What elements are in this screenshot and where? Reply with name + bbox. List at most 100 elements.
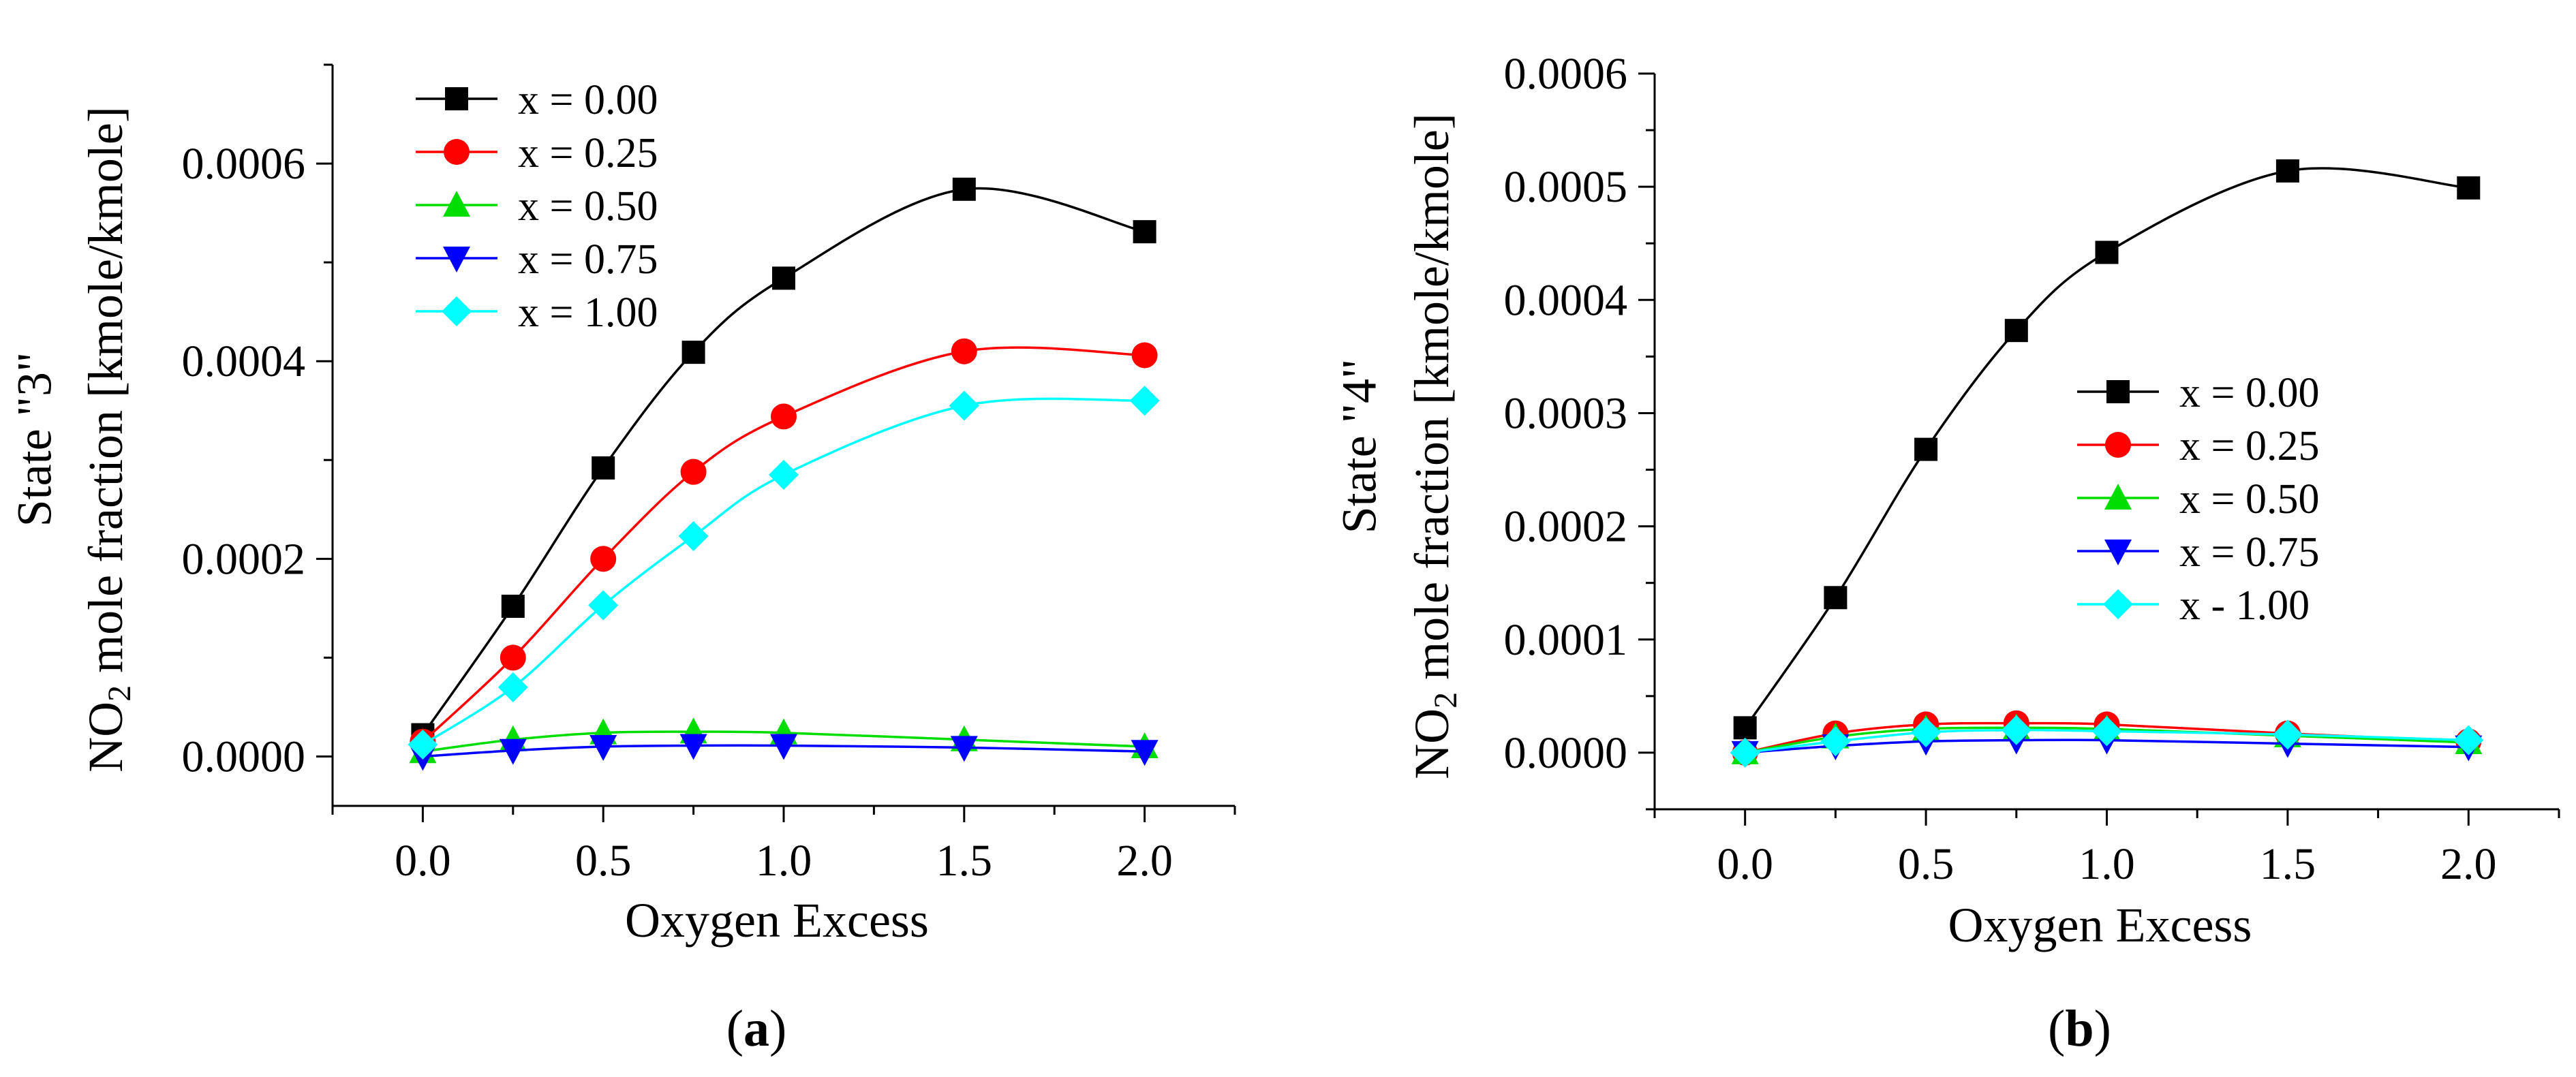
x-axis-title: Oxygen Excess xyxy=(625,893,929,948)
y-tick-label: 0.0002 xyxy=(1504,502,1628,552)
x-tick-label: 1.5 xyxy=(2260,839,2316,889)
panel-caption: (a) xyxy=(726,1000,787,1057)
data-point xyxy=(497,672,528,702)
caption-open-paren: ( xyxy=(726,1000,743,1057)
caption-letter: b xyxy=(2065,1000,2094,1057)
y-tick-label: 0.0000 xyxy=(182,732,306,781)
data-point xyxy=(589,734,617,761)
series-1 xyxy=(410,338,1158,755)
legend-label: x = 0.50 xyxy=(2179,476,2319,522)
panel-caption: (b) xyxy=(2048,1000,2111,1057)
caption-close-paren: ) xyxy=(769,1000,786,1057)
y-axis-title-suffix: mole fraction [kmole/kmole] xyxy=(1405,113,1459,692)
data-point xyxy=(2091,716,2122,747)
x-tick-label: 1.0 xyxy=(2079,839,2135,889)
x-tick-label: 0.5 xyxy=(575,836,632,886)
x-tick-label: 1.0 xyxy=(756,836,812,886)
series-3 xyxy=(409,734,1159,771)
data-point xyxy=(769,460,799,490)
legend-marker xyxy=(445,87,468,110)
series-4 xyxy=(1730,715,2484,768)
legend-label: x = 1.00 xyxy=(518,290,658,336)
legend-marker xyxy=(2104,484,2132,510)
data-point xyxy=(1824,586,1847,610)
data-point xyxy=(1129,386,1160,416)
series-line xyxy=(422,397,1145,746)
y-tick-label: 0.0006 xyxy=(1504,49,1628,99)
y-axis-title-prefix: NO xyxy=(1405,708,1459,779)
data-point xyxy=(771,403,797,430)
data-point xyxy=(2457,176,2481,200)
data-point xyxy=(2275,159,2299,183)
data-point xyxy=(952,177,976,201)
data-point xyxy=(2004,319,2028,343)
legend-marker xyxy=(2106,380,2130,403)
legend-marker xyxy=(2104,540,2132,565)
y-tick-label: 0.0001 xyxy=(1504,615,1628,665)
y-tick-label: 0.0003 xyxy=(1504,388,1628,438)
data-point xyxy=(680,458,707,485)
series-4 xyxy=(408,386,1160,760)
legend-label: x = 0.25 xyxy=(2179,423,2319,469)
legend-label: x = 0.00 xyxy=(518,77,658,123)
caption-letter: a xyxy=(743,1000,769,1057)
y-axis-title-line1: State "3" xyxy=(7,352,62,527)
data-point xyxy=(950,736,978,762)
y-axis-title-line2: NO2 mole fraction [kmole/kmole] xyxy=(1405,113,1465,779)
data-point xyxy=(2095,240,2119,264)
data-point xyxy=(499,738,527,765)
data-point xyxy=(590,546,617,572)
y-axis-title-line2: NO2 mole fraction [kmole/kmole] xyxy=(78,106,138,772)
legend-label: x = 0.00 xyxy=(2179,370,2319,416)
data-point xyxy=(1820,726,1851,757)
data-point xyxy=(1911,717,1942,748)
legend-marker xyxy=(443,191,470,217)
data-point xyxy=(500,644,526,671)
legend-marker xyxy=(2103,589,2133,619)
y-tick-label: 0.0006 xyxy=(182,139,306,189)
data-point xyxy=(1133,220,1156,244)
legend-marker xyxy=(444,139,470,165)
x-axis-title: Oxygen Excess xyxy=(1948,898,2252,952)
y-axis-title-subscript: 2 xyxy=(1428,692,1464,708)
y-tick-label: 0.0005 xyxy=(1504,162,1628,212)
data-point xyxy=(678,520,709,551)
data-point xyxy=(408,730,438,760)
data-point xyxy=(679,734,707,760)
legend-label: x - 1.00 xyxy=(2179,582,2310,629)
data-point xyxy=(1733,716,1757,740)
data-point xyxy=(1131,740,1159,766)
data-point xyxy=(681,341,705,364)
data-point xyxy=(2001,715,2031,745)
caption-open-paren: ( xyxy=(2048,1000,2065,1057)
data-point xyxy=(1914,437,1938,461)
data-point xyxy=(1131,342,1158,369)
y-axis-title-prefix: NO xyxy=(78,702,133,772)
y-tick-label: 0.0002 xyxy=(182,534,306,584)
data-point xyxy=(949,390,979,421)
x-tick-label: 2.0 xyxy=(2440,839,2497,889)
y-axis-title-line1: State "4" xyxy=(1332,359,1387,534)
chart-panel-a: 0.0 0.5 1.0 1.5 2.0 0.0000 0.0002 0.0004 0.0006 O… xyxy=(7,63,1236,1057)
chart-panel-b: 0.0 0.5 1.0 1.5 2.0 0.0000 0.0001 0.0002 0.0003 0… xyxy=(1332,49,2560,1057)
y-tick-label: 0.0004 xyxy=(1504,275,1628,325)
data-point xyxy=(951,338,977,364)
legend-marker xyxy=(2105,432,2131,458)
x-tick-label: 2.0 xyxy=(1116,836,1173,886)
x-tick-label: 0.0 xyxy=(395,836,451,886)
data-point xyxy=(772,266,795,290)
y-tick-label: 0.0004 xyxy=(182,337,306,386)
legend: x = 0.00 x = 0.25 x = 0.50 x = 0.75 x - 1.00 xyxy=(2077,370,2319,629)
legend-marker xyxy=(443,247,470,272)
data-point xyxy=(2453,725,2484,755)
y-axis-title-suffix: mole fraction [kmole/kmole] xyxy=(78,106,133,685)
legend-label: x = 0.25 xyxy=(518,130,658,176)
data-point xyxy=(592,456,615,480)
data-point xyxy=(588,590,619,621)
legend-marker xyxy=(442,296,472,326)
legend-label: x = 0.75 xyxy=(2179,529,2319,576)
data-point xyxy=(1730,737,1760,768)
legend: x = 0.00 x = 0.25 x = 0.50 x = 0.75 x = 1.00 xyxy=(416,77,658,336)
data-point xyxy=(2272,719,2303,750)
